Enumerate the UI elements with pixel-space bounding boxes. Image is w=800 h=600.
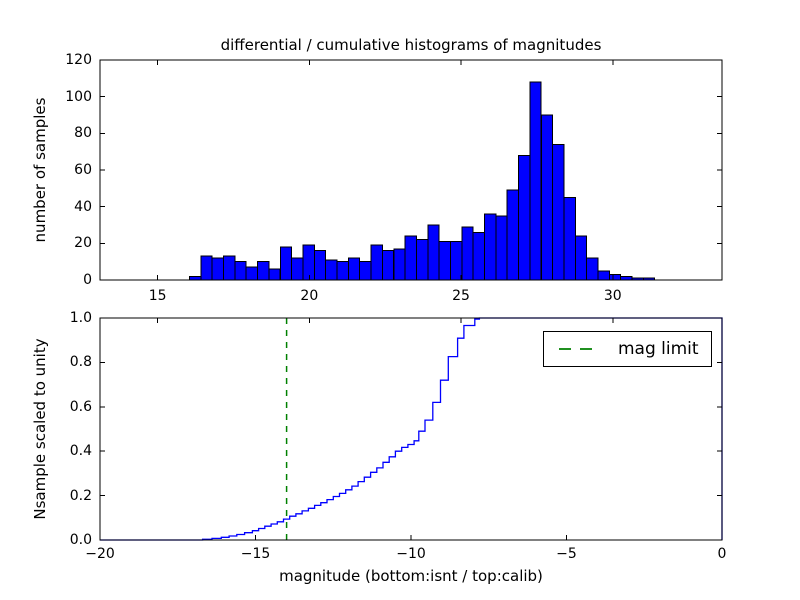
histogram-bar xyxy=(563,197,576,281)
histogram-bar xyxy=(608,274,622,281)
histogram-bar xyxy=(427,224,440,281)
histogram-bar xyxy=(313,250,327,281)
calib-xtick-label: 30 xyxy=(603,288,622,304)
histogram-bar xyxy=(245,266,258,281)
histogram-bar xyxy=(279,246,293,281)
histogram-bar xyxy=(495,215,508,281)
histogram-bar xyxy=(416,239,429,281)
bottom-ytick-label: 0.8 xyxy=(69,354,92,371)
top-ytick-label: 120 xyxy=(65,52,92,68)
histogram-bar xyxy=(336,261,349,281)
histogram-bar xyxy=(302,244,315,281)
histogram-bar xyxy=(381,250,395,281)
histogram-bar xyxy=(450,241,463,281)
legend-label: mag limit xyxy=(618,339,699,359)
histogram-bar xyxy=(268,268,281,281)
histogram-bar xyxy=(347,257,361,281)
bottom-xtick-label: 0 xyxy=(717,546,727,562)
bottom-xtick-label: −20 xyxy=(85,546,115,562)
calib-xtick-label: 20 xyxy=(300,288,319,304)
histogram-bar xyxy=(291,257,304,281)
histogram-bar xyxy=(461,226,474,281)
legend-dash-sample xyxy=(559,348,601,350)
histogram-bar xyxy=(438,241,452,281)
histogram-bar xyxy=(359,261,372,281)
bottom-xlabel: magnitude (bottom:isnt / top:calib) xyxy=(279,567,543,585)
top-ytick-label: 0 xyxy=(83,272,92,288)
bottom-ytick-label: 0.6 xyxy=(69,398,92,415)
bottom-xtick-label: −10 xyxy=(396,546,426,562)
calib-xtick-label: 15 xyxy=(148,288,167,304)
histogram-bar xyxy=(574,235,588,281)
figure-title: differential / cumulative histograms of … xyxy=(220,36,602,54)
histogram-bar xyxy=(257,261,270,281)
histogram-bar xyxy=(586,257,599,281)
histogram-bar xyxy=(597,270,610,281)
histogram-bar xyxy=(404,235,417,281)
histogram-bar xyxy=(325,259,338,281)
bottom-xtick-label: −5 xyxy=(556,546,577,562)
top-ytick-label: 20 xyxy=(74,235,92,252)
histogram-bar xyxy=(506,189,520,281)
histogram-bar xyxy=(620,275,633,281)
histogram-bar xyxy=(211,257,224,281)
histogram-bar xyxy=(540,114,554,281)
histogram-bar xyxy=(370,244,383,281)
histogram-bar xyxy=(189,275,202,281)
histogram-bar xyxy=(484,213,497,281)
histogram-bar xyxy=(234,261,247,281)
histogram-bar xyxy=(393,248,406,281)
histogram-bar xyxy=(200,255,213,281)
histogram-bar xyxy=(223,255,236,281)
top-ytick-label: 40 xyxy=(74,198,92,215)
histogram-bar xyxy=(552,143,565,281)
bottom-ytick-label: 1.0 xyxy=(69,310,92,326)
top-ytick-label: 60 xyxy=(74,162,92,178)
top-ytick-label: 80 xyxy=(74,125,92,142)
bottom-ytick-label: 0.0 xyxy=(69,532,92,548)
bottom-xtick-label: −15 xyxy=(240,546,271,562)
bottom-ytick-label: 0.4 xyxy=(69,443,92,460)
cumulative-curve xyxy=(100,317,723,541)
histogram-bar xyxy=(518,154,531,281)
top-ytick-label: 100 xyxy=(65,88,92,105)
legend-box: mag limit xyxy=(543,331,712,367)
histogram-bar xyxy=(472,231,486,281)
histogram-bar xyxy=(529,81,542,281)
bottom-ytick-label: 0.2 xyxy=(69,487,92,504)
calib-xtick-label: 25 xyxy=(452,288,470,304)
